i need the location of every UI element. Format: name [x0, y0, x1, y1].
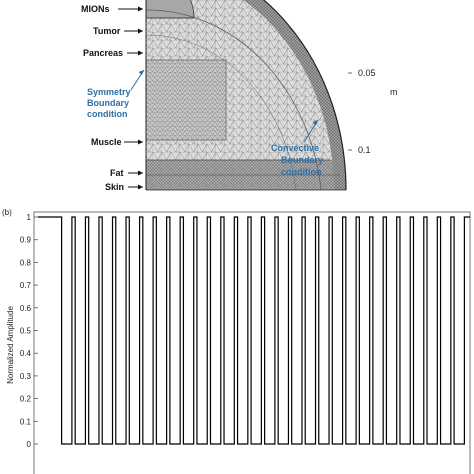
label-symmetry-1: Symmetry: [87, 87, 131, 97]
label-pancreas: Pancreas: [83, 48, 123, 58]
label-tumor: Tumor: [93, 26, 121, 36]
panel-b-label: (b): [2, 208, 12, 217]
label-convective-1: Convective: [271, 143, 319, 153]
label-fat: Fat: [110, 168, 124, 178]
y-tick-label: 0.2: [20, 395, 32, 404]
y-tick-label: 0.8: [20, 258, 32, 267]
y-tick-label: 0.1: [20, 417, 32, 426]
y-axis: 1 0.9 0.8 0.7 0.6 0.5 0.4 0.3 0.2 0.1 0: [20, 213, 38, 449]
y-axis-label: Normalized Amplitude: [6, 306, 15, 384]
label-convective-3: condition: [281, 167, 322, 177]
tumor-region: [146, 0, 195, 19]
axis-tick-005: 0.05: [358, 68, 376, 78]
panel-b: (b) 1 0.9 0.8 0.7 0.6 0.5 0.4 0.3 0.2 0.1 0 Normal…: [2, 208, 471, 474]
axis-tick-01: 0.1: [358, 145, 371, 155]
panel-a: MIONs Tumor Pancreas Symmetry Boundary c…: [81, 0, 398, 192]
y-tick-label: 0: [27, 440, 32, 449]
label-muscle: Muscle: [91, 137, 122, 147]
y-tick-label: 1: [27, 213, 32, 222]
mesh-domain: [146, 0, 346, 190]
label-mions: MIONs: [81, 4, 110, 14]
label-symmetry-3: condition: [87, 109, 128, 119]
y-tick-label: 0.9: [20, 236, 32, 245]
pancreas-region: [146, 59, 227, 141]
y-tick-label: 0.5: [20, 327, 32, 336]
series-line-pulse-train: [38, 216, 470, 445]
y-tick-label: 0.4: [20, 349, 32, 358]
y-tick-label: 0.7: [20, 281, 32, 290]
y-tick-label: 0.6: [20, 304, 32, 313]
label-skin: Skin: [105, 182, 124, 192]
label-symmetry-2: Boundary: [87, 98, 129, 108]
plot-frame: [33, 211, 471, 474]
axis-unit: m: [390, 87, 398, 97]
label-convective-2: Boundary: [281, 155, 323, 165]
y-tick-label: 0.3: [20, 372, 32, 381]
